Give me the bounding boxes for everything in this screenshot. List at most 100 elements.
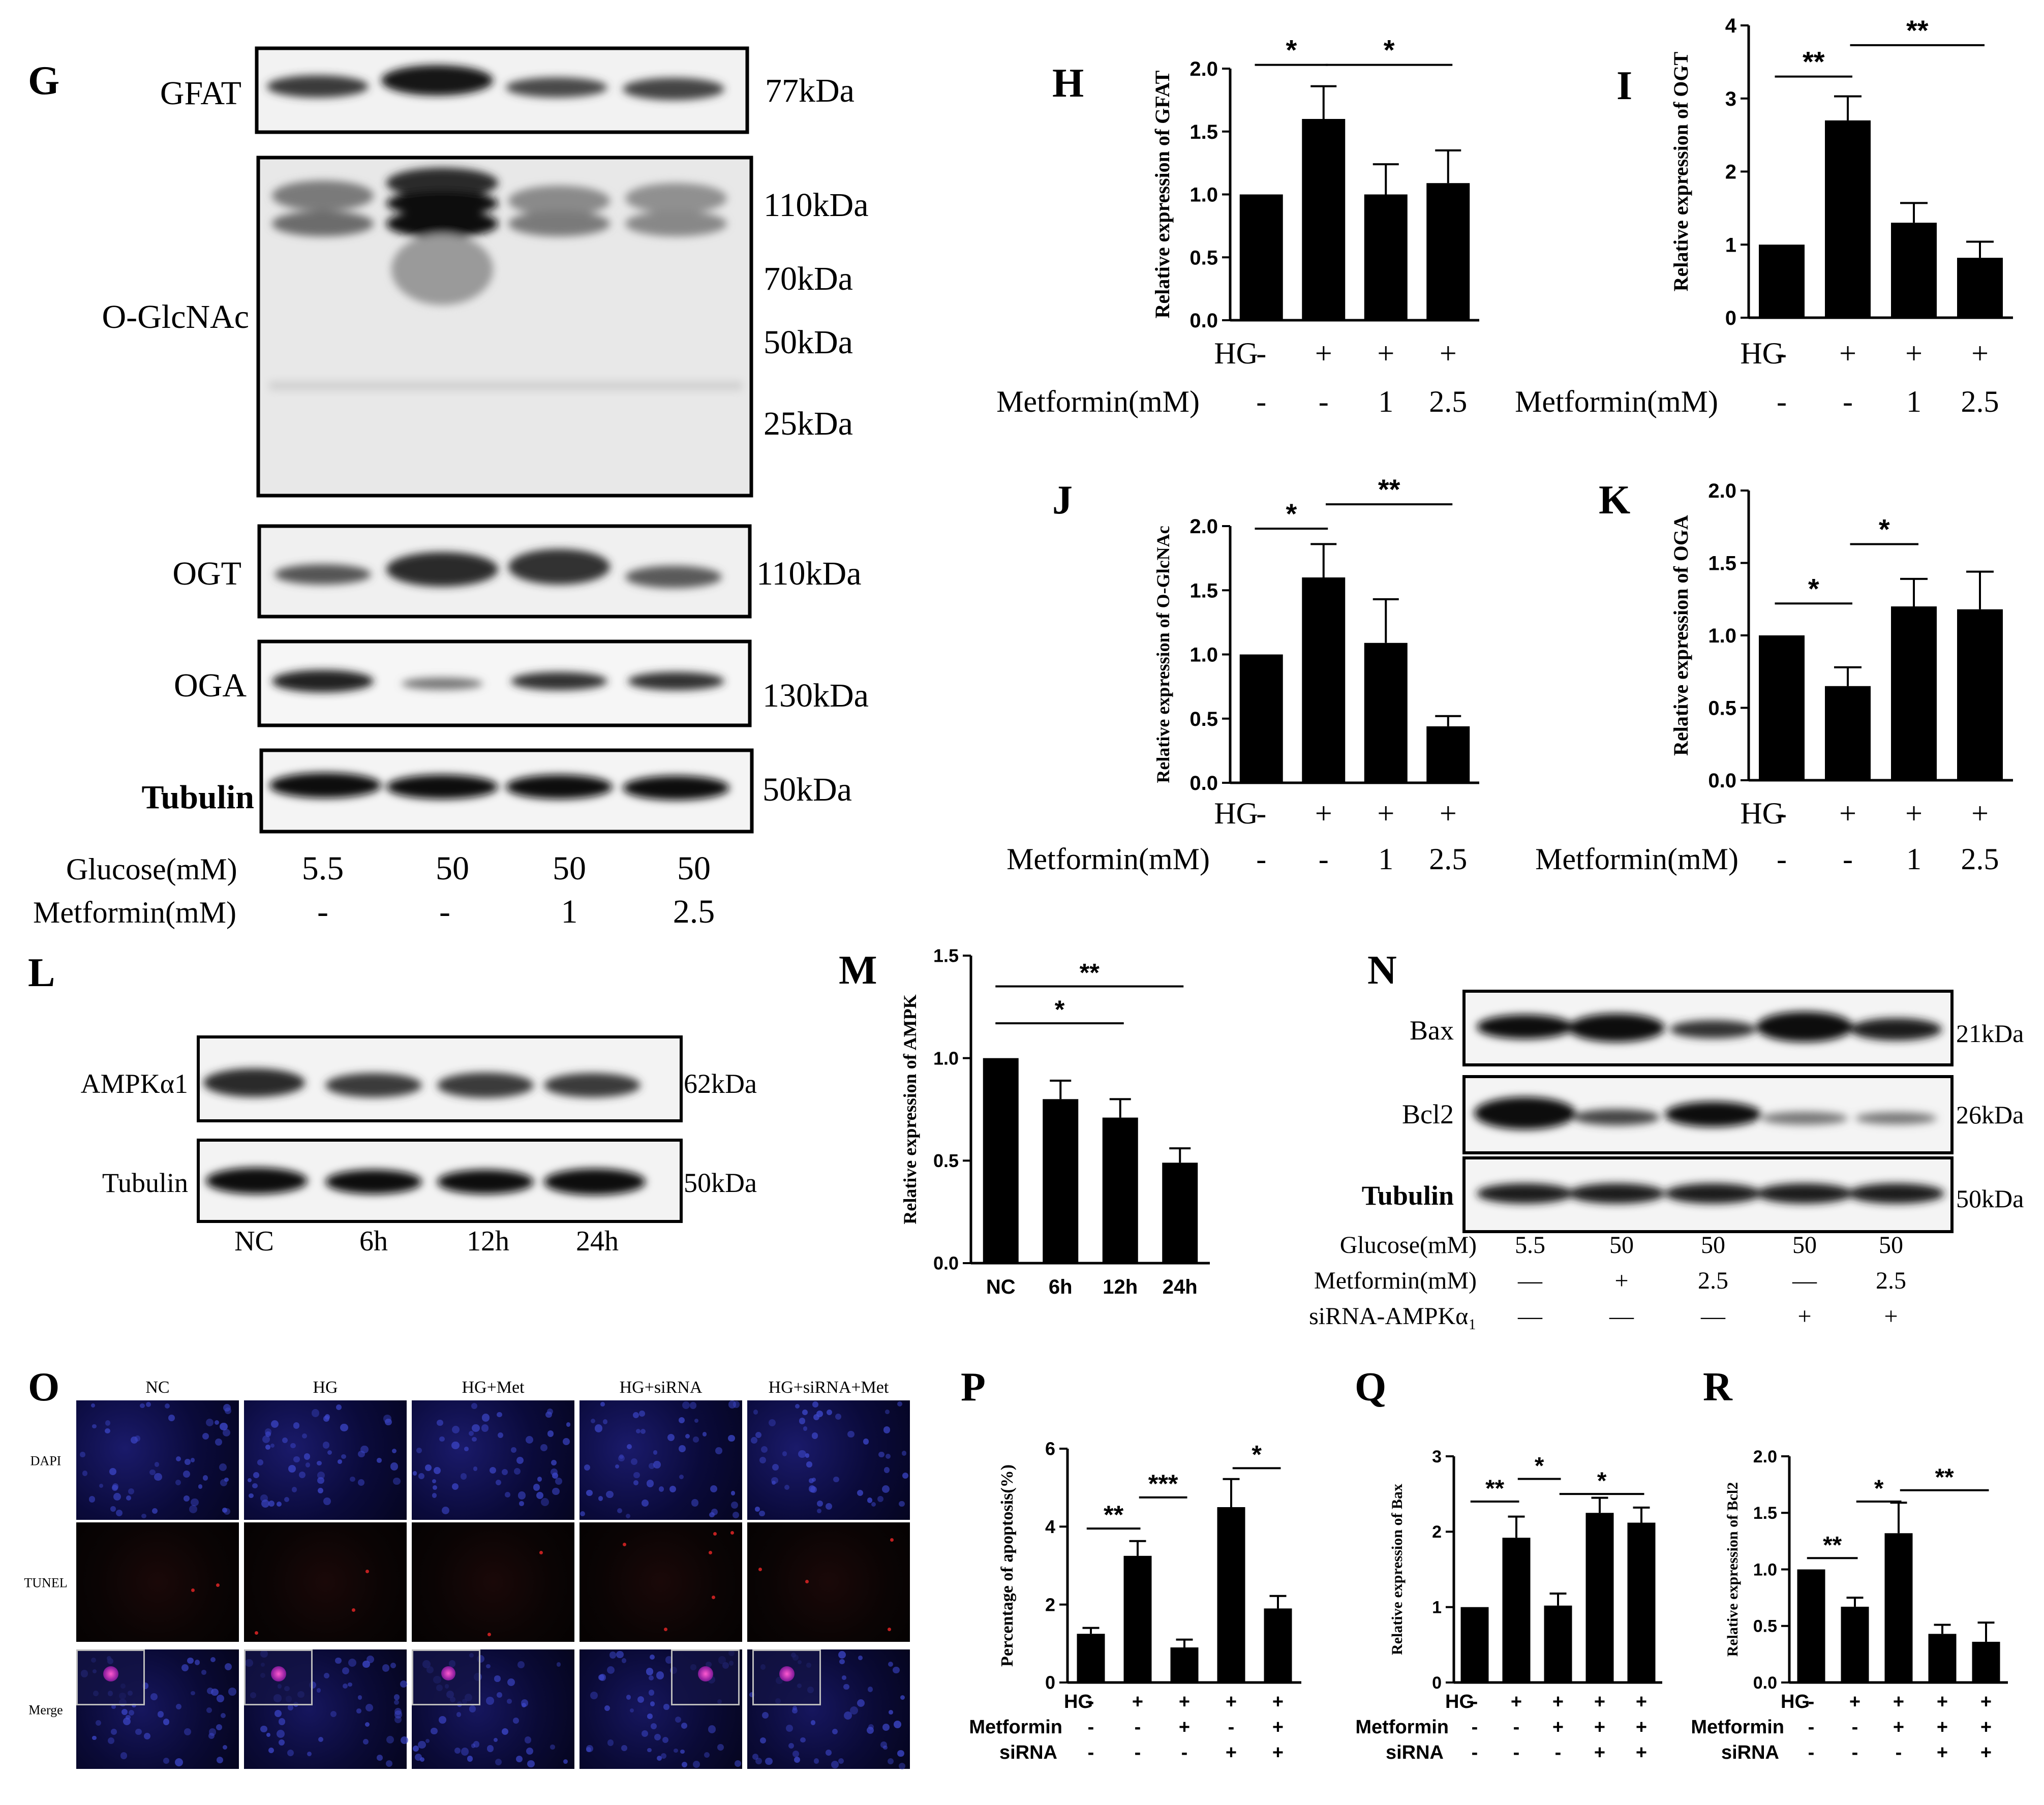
tunel-positive-cell	[487, 1632, 491, 1636]
size-label-25kda: 25kDa	[764, 405, 853, 442]
cell-nucleus	[647, 1748, 652, 1753]
cell-nucleus	[181, 1664, 189, 1671]
cell-nucleus	[471, 1436, 477, 1442]
sig-label-P-2: *	[1252, 1440, 1262, 1469]
cell-nucleus	[816, 1509, 821, 1514]
cell-nucleus	[182, 1471, 190, 1478]
n-row-label-0: Glucose(mM)	[1340, 1232, 1477, 1259]
cell-nucleus	[383, 1415, 391, 1423]
cell-nucleus	[633, 1480, 638, 1485]
cell-nucleus	[562, 1438, 570, 1445]
l-lane-nc: NC	[234, 1226, 274, 1257]
cell-nucleus	[460, 1473, 467, 1480]
cell-nucleus	[364, 1722, 370, 1727]
cond-value-H-1-0: -	[1256, 385, 1266, 418]
cell-nucleus	[425, 1738, 430, 1743]
cond-label-P-2: siRNA	[999, 1742, 1057, 1763]
bar-H-2	[1364, 194, 1408, 320]
bax-bands	[1477, 1012, 1942, 1042]
size-label-ogt: 110kDa	[756, 555, 862, 592]
cond-label-Q-2: siRNA	[1386, 1742, 1444, 1763]
y-tick-label-H: 0.0	[1189, 310, 1218, 332]
cell-nucleus	[772, 1463, 779, 1471]
cell-nucleus	[274, 1710, 282, 1717]
sig-label-P-0: **	[1104, 1500, 1124, 1529]
cell-nucleus	[293, 1456, 300, 1463]
cell-nucleus	[566, 1422, 571, 1427]
cell-nucleus	[290, 1443, 296, 1449]
oga-bands	[272, 670, 724, 692]
n-row-label-2: siRNA-AMPKα₁	[1309, 1303, 1477, 1330]
bar-Q-4	[1627, 1522, 1656, 1682]
n-row-value-0-3: 50	[1792, 1232, 1817, 1259]
g-glucose-3: 50	[553, 850, 586, 887]
y-tick-label-K: 1.0	[1708, 625, 1736, 647]
cell-nucleus	[657, 1755, 662, 1761]
bar-Q-2	[1544, 1605, 1572, 1682]
cell-nucleus	[336, 1404, 342, 1411]
o-col-label-3: HG+siRNA	[620, 1378, 703, 1397]
cell-nucleus	[288, 1465, 296, 1473]
cell-nucleus	[680, 1749, 685, 1754]
cell-nucleus	[198, 1484, 203, 1489]
size-label-50kda: 50kDa	[764, 324, 853, 361]
size-label-bcl2: 26kDa	[1956, 1100, 2024, 1129]
cell-nucleus	[771, 1477, 778, 1484]
o-image-dapi-4	[747, 1400, 910, 1520]
cell-nucleus	[703, 1432, 707, 1436]
cell-nucleus	[91, 1403, 96, 1408]
cell-nucleus	[813, 1414, 820, 1421]
cond-value-K-1-3: 2.5	[1961, 842, 1999, 876]
cell-nucleus	[501, 1469, 508, 1476]
y-tick-label-K: 0.0	[1708, 770, 1736, 792]
cell-nucleus	[497, 1432, 504, 1439]
sig-label-J-1: **	[1378, 473, 1400, 505]
band-label-ogt: OGT	[172, 555, 241, 592]
cond-value-P-0-3: +	[1226, 1691, 1237, 1712]
tunel-positive-cell	[191, 1588, 195, 1592]
panel-letter-M: M	[839, 948, 877, 993]
cell-nucleus	[128, 1488, 135, 1495]
cell-nucleus	[99, 1483, 104, 1488]
cond-value-H-0-0: -	[1256, 336, 1266, 370]
band-label-oglcnac: O-GlcNAc	[102, 298, 249, 335]
cell-nucleus	[252, 1483, 258, 1489]
g-glucose-label: Glucose(mM)	[66, 852, 237, 886]
tunel-positive-cell	[758, 1567, 762, 1571]
cell-nucleus	[224, 1663, 232, 1670]
cell-nucleus	[843, 1684, 849, 1690]
tunel-positive-cell	[887, 1627, 891, 1631]
cell-nucleus	[710, 1485, 718, 1492]
cell-nucleus	[357, 1479, 364, 1486]
cell-nucleus	[816, 1500, 823, 1507]
cond-value-Q-0-3: +	[1594, 1691, 1605, 1712]
cell-nucleus	[842, 1675, 846, 1680]
cell-nucleus	[759, 1737, 767, 1743]
tunel-positive-cell	[890, 1538, 894, 1542]
apoptotic-cell	[271, 1666, 286, 1681]
cell-nucleus	[303, 1453, 311, 1460]
cell-nucleus	[323, 1497, 331, 1505]
cell-nucleus	[184, 1728, 192, 1736]
cell-nucleus	[481, 1424, 489, 1432]
bar-M-3	[1162, 1162, 1198, 1263]
y-tick-label-J: 2.0	[1189, 515, 1218, 538]
cell-nucleus	[266, 1732, 271, 1737]
cell-nucleus	[679, 1445, 686, 1453]
cell-nucleus	[262, 1435, 270, 1443]
bar-P-4	[1264, 1608, 1292, 1682]
cell-nucleus	[598, 1496, 603, 1501]
cell-nucleus	[330, 1711, 337, 1718]
cell-nucleus	[356, 1708, 361, 1714]
cell-nucleus	[187, 1657, 194, 1664]
cell-nucleus	[590, 1419, 596, 1424]
cond-value-I-0-2: +	[1905, 336, 1923, 370]
cell-nucleus	[126, 1715, 131, 1720]
cond-value-H-1-1: -	[1319, 385, 1329, 418]
cell-nucleus	[749, 1692, 755, 1698]
cond-value-P-2-0: -	[1088, 1742, 1094, 1763]
n-row-value-1-4: 2.5	[1876, 1267, 1906, 1294]
bar-M-1	[1043, 1099, 1079, 1263]
cell-nucleus	[883, 1467, 890, 1473]
